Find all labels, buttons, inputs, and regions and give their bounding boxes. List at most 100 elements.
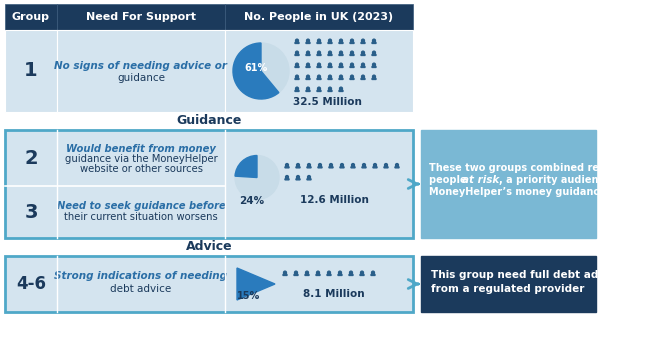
Wedge shape [283,273,287,276]
Circle shape [317,63,321,66]
Text: MoneyHelper’s money guidance: MoneyHelper’s money guidance [429,187,606,197]
Wedge shape [306,77,310,79]
Bar [225,30,413,112]
Text: website or other sources: website or other sources [80,164,203,174]
Circle shape [233,43,289,99]
Text: Guidance: Guidance [177,115,242,127]
Text: This group need full debt advice: This group need full debt advice [431,270,622,280]
Text: Would benefit from money: Would benefit from money [66,144,216,154]
Circle shape [339,75,343,78]
Circle shape [295,75,298,78]
Wedge shape [306,41,310,43]
Bar [5,256,413,312]
Circle shape [372,271,374,274]
Circle shape [329,51,331,54]
Circle shape [327,271,331,274]
Wedge shape [349,273,353,276]
Wedge shape [361,65,365,67]
Circle shape [374,163,376,166]
Circle shape [317,75,321,78]
Circle shape [339,39,343,42]
Circle shape [373,75,375,78]
Circle shape [362,63,365,66]
Wedge shape [350,53,354,56]
Circle shape [235,156,279,200]
Text: 4-6: 4-6 [16,275,46,293]
Text: Need to seek guidance before: Need to seek guidance before [56,201,225,211]
Circle shape [307,63,309,66]
Wedge shape [372,77,376,79]
Wedge shape [318,166,322,168]
Wedge shape [306,53,310,56]
Text: 32.5 Million: 32.5 Million [293,97,361,107]
Circle shape [307,176,311,178]
Text: No. People in UK (2023): No. People in UK (2023) [244,12,394,22]
Text: 24%: 24% [240,196,264,206]
Wedge shape [384,166,388,168]
Text: guidance via the MoneyHelper: guidance via the MoneyHelper [64,154,217,164]
Wedge shape [285,166,289,168]
Wedge shape [327,273,331,276]
Circle shape [329,39,331,42]
Circle shape [307,87,309,90]
Bar [5,4,57,30]
Polygon shape [237,268,275,300]
Bar [225,4,413,30]
Bar [57,30,225,112]
Circle shape [361,271,363,274]
Circle shape [351,51,353,54]
Circle shape [373,63,375,66]
Wedge shape [340,166,344,168]
Circle shape [351,63,353,66]
Circle shape [297,163,299,166]
Circle shape [297,176,299,178]
Circle shape [286,163,288,166]
Text: at risk: at risk [462,175,499,185]
Circle shape [317,87,321,90]
Text: from a regulated provider: from a regulated provider [431,284,584,294]
Circle shape [362,75,365,78]
Circle shape [307,51,309,54]
Wedge shape [295,41,299,43]
Circle shape [339,271,341,274]
Wedge shape [362,166,366,168]
Bar [5,30,57,112]
Circle shape [339,51,343,54]
Circle shape [362,51,365,54]
Circle shape [284,271,286,274]
Text: Advice: Advice [186,240,232,254]
Circle shape [295,51,298,54]
Bar [57,4,225,30]
Wedge shape [372,65,376,67]
Circle shape [339,63,343,66]
Wedge shape [338,273,342,276]
Bar [5,130,413,238]
Wedge shape [328,41,332,43]
Text: debt advice: debt advice [110,284,171,294]
Circle shape [295,63,298,66]
Wedge shape [285,178,289,180]
Text: 1: 1 [24,61,38,80]
Circle shape [339,87,343,90]
Wedge shape [373,166,377,168]
Wedge shape [361,41,365,43]
Circle shape [363,163,365,166]
Wedge shape [339,41,343,43]
Circle shape [349,271,353,274]
Wedge shape [328,89,332,92]
Wedge shape [361,77,365,79]
Wedge shape [339,89,343,92]
Circle shape [305,271,309,274]
Wedge shape [328,53,332,56]
Text: Strong indications of needing: Strong indications of needing [54,271,228,281]
Wedge shape [295,65,299,67]
Wedge shape [316,273,320,276]
Wedge shape [372,41,376,43]
Wedge shape [339,53,343,56]
Wedge shape [350,65,354,67]
Text: No signs of needing advice or: No signs of needing advice or [54,61,228,71]
Wedge shape [317,41,321,43]
Wedge shape [361,53,365,56]
Circle shape [329,75,331,78]
Wedge shape [350,41,354,43]
